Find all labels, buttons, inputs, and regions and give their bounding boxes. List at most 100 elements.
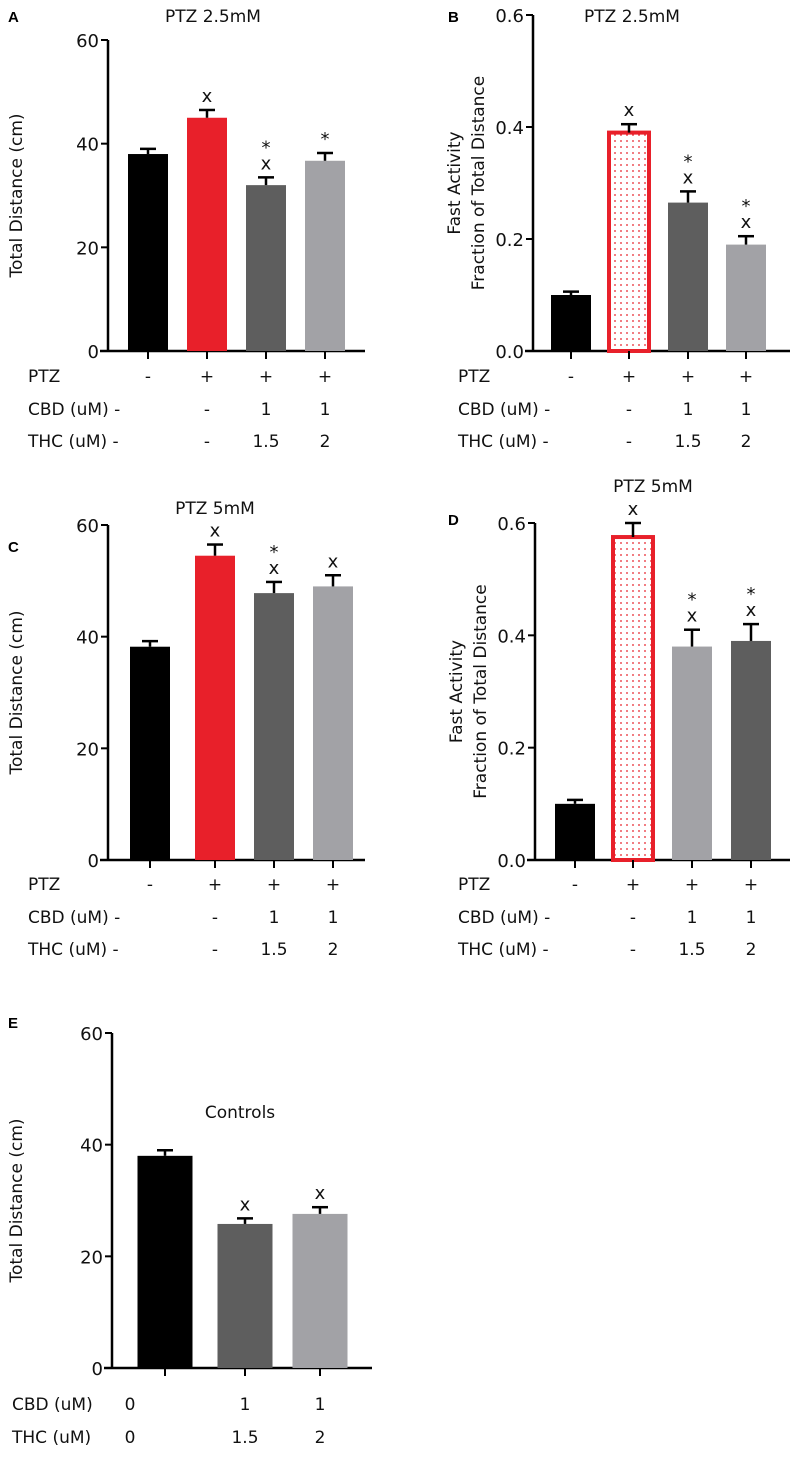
significance-mark: x <box>328 551 339 572</box>
row-label: PTZ <box>28 875 60 895</box>
significance-mark: * <box>684 151 693 172</box>
row-value: + <box>622 367 636 387</box>
row-value: - <box>147 875 153 895</box>
row-label: THC (uM) - <box>457 940 549 960</box>
bar <box>292 1213 348 1368</box>
row-value: + <box>259 367 273 387</box>
chart-title: Controls <box>205 1103 275 1123</box>
row-value: - <box>204 400 210 420</box>
row-value: 1 <box>683 400 694 420</box>
panel-letter: B <box>448 9 459 26</box>
row-value: 1.5 <box>674 432 701 452</box>
row-label: THC (uM) <box>11 1428 91 1448</box>
row-value: 1 <box>328 908 339 928</box>
row-label: THC (uM) - <box>27 940 119 960</box>
row-value: + <box>739 367 753 387</box>
significance-mark: * <box>747 584 756 605</box>
significance-mark: x <box>628 499 639 520</box>
y-axis-label: Fraction of Total Distance <box>471 584 491 799</box>
significance-mark: x <box>240 1194 251 1215</box>
y-tick-label: 40 <box>80 1136 103 1157</box>
bar <box>195 555 235 860</box>
bar <box>137 1155 193 1368</box>
row-value: 2 <box>741 432 752 452</box>
y-tick-label: 60 <box>76 516 99 537</box>
bar <box>611 535 655 863</box>
bar <box>551 295 591 351</box>
row-value: - <box>212 940 218 960</box>
row-value: 1.5 <box>252 432 279 452</box>
row-value: 2 <box>315 1428 326 1448</box>
y-tick-label: 0.2 <box>497 739 526 760</box>
row-value: - <box>145 367 151 387</box>
y-tick-label: 60 <box>80 1024 103 1045</box>
y-tick-label: 0 <box>88 851 99 872</box>
y-tick-label: 40 <box>76 135 99 156</box>
y-axis-label: Fast Activity <box>447 640 467 743</box>
row-label: CBD (uM) - <box>458 908 550 928</box>
y-tick-label: 0.4 <box>497 626 526 647</box>
row-label: THC (uM) - <box>27 432 119 452</box>
row-label: CBD (uM) - <box>458 400 550 420</box>
y-tick-label: 0 <box>88 342 99 363</box>
row-label: PTZ <box>458 875 490 895</box>
bar <box>128 154 168 351</box>
bar <box>246 185 286 351</box>
row-value: 2 <box>328 940 339 960</box>
bar <box>217 1223 273 1368</box>
panel-letter: A <box>8 9 19 26</box>
row-label: CBD (uM) <box>12 1395 93 1415</box>
row-value: - <box>630 908 636 928</box>
y-tick-label: 0.2 <box>495 230 524 251</box>
bar <box>187 117 227 351</box>
y-tick-label: 40 <box>76 628 99 649</box>
panel-letter: D <box>448 512 459 529</box>
y-tick-label: 0 <box>92 1359 103 1380</box>
bar <box>305 160 345 351</box>
significance-mark: x <box>202 86 213 107</box>
chart-title: PTZ 5mM <box>613 477 693 497</box>
significance-mark: * <box>742 196 751 217</box>
bar <box>130 646 170 860</box>
row-value: + <box>267 875 281 895</box>
row-value: 1 <box>320 400 331 420</box>
significance-mark: x <box>741 212 752 233</box>
row-value: + <box>626 875 640 895</box>
y-axis-label: Total Distance (cm) <box>7 610 27 775</box>
bar <box>731 640 771 860</box>
row-value: + <box>685 875 699 895</box>
row-value: 1 <box>269 908 280 928</box>
panel-letter: E <box>8 1015 18 1032</box>
row-value: + <box>681 367 695 387</box>
bar <box>555 803 595 860</box>
significance-mark: * <box>688 590 697 611</box>
bar <box>668 202 708 351</box>
significance-mark: x <box>683 167 694 188</box>
row-value: 1.5 <box>231 1428 258 1448</box>
y-tick-label: 0.0 <box>497 851 526 872</box>
row-value: 1.5 <box>260 940 287 960</box>
significance-mark: * <box>270 542 279 563</box>
row-value: + <box>326 875 340 895</box>
row-label: CBD (uM) - <box>28 400 120 420</box>
bar <box>726 244 766 351</box>
row-value: + <box>318 367 332 387</box>
row-value: - <box>568 367 574 387</box>
row-value: 1 <box>261 400 272 420</box>
row-label: PTZ <box>458 367 490 387</box>
significance-mark: x <box>746 600 757 621</box>
row-value: 1 <box>741 400 752 420</box>
significance-mark: x <box>315 1183 326 1204</box>
bar <box>313 586 353 860</box>
panel-b: B PTZ 2.5mM Fast Activity Fraction of Total… <box>445 6 790 452</box>
row-label: THC (uM) - <box>457 432 549 452</box>
row-value: + <box>208 875 222 895</box>
significance-mark: x <box>687 606 698 627</box>
row-value: - <box>626 432 632 452</box>
bar <box>672 646 712 860</box>
y-tick-label: 0.6 <box>497 514 526 535</box>
row-value: - <box>204 432 210 452</box>
y-tick-label: 20 <box>76 238 99 259</box>
chart-title: PTZ 2.5mM <box>584 7 680 27</box>
